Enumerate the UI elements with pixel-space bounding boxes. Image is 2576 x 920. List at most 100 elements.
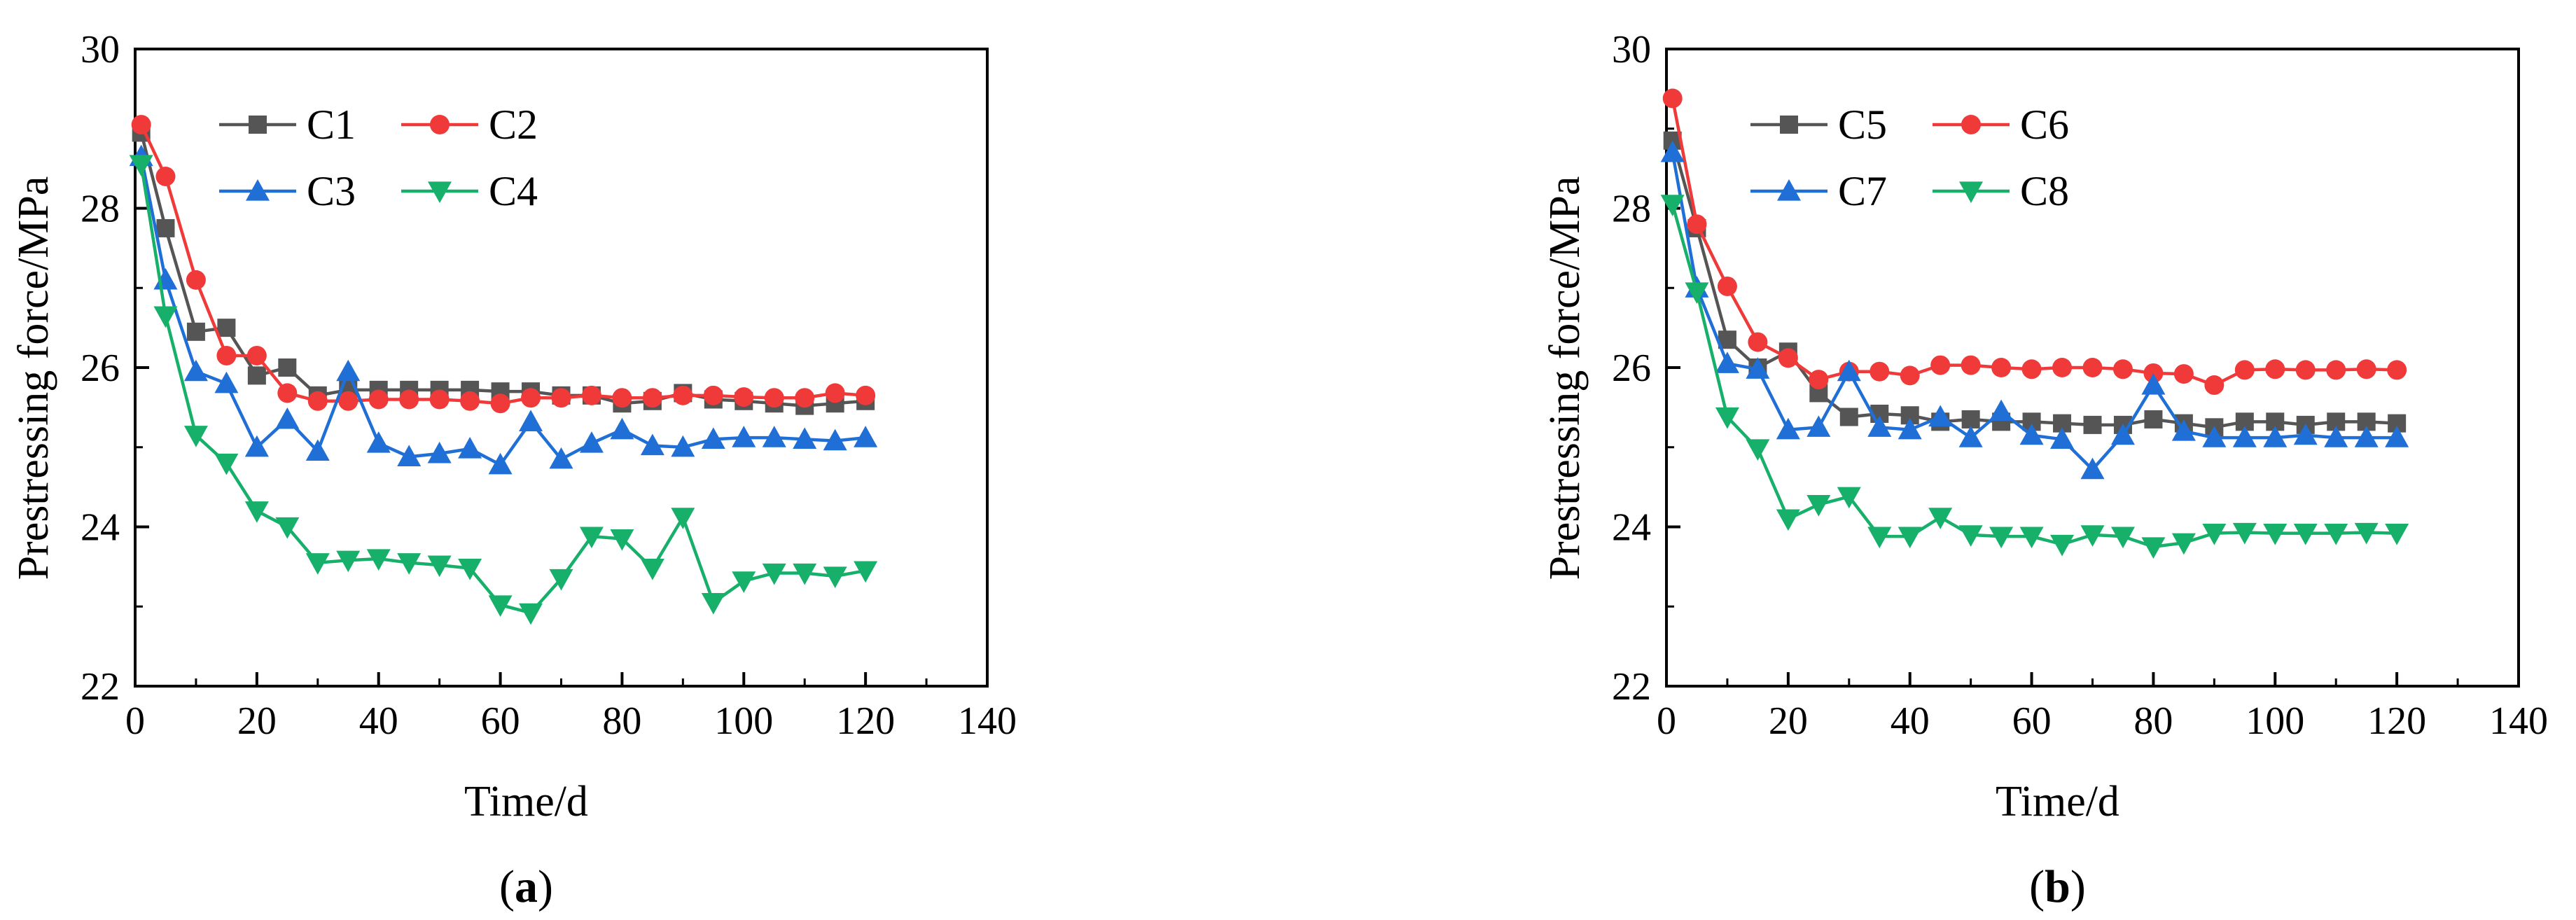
data-point-C7 (2232, 426, 2257, 447)
data-point-C2 (338, 391, 358, 411)
data-point-C8 (1715, 407, 1739, 429)
data-point-C3 (214, 371, 239, 393)
legend-label-C7: C7 (1838, 168, 1887, 214)
data-point-C2 (703, 385, 723, 405)
data-point-C8 (2171, 533, 2196, 555)
data-point-C4 (183, 426, 208, 447)
data-point-C3 (519, 410, 543, 431)
data-point-C3 (762, 426, 786, 447)
legend-marker-C4 (428, 181, 452, 203)
data-point-C4 (336, 550, 361, 573)
x-tick-label: 120 (836, 699, 895, 743)
data-point-C4 (762, 563, 786, 585)
data-point-C3 (732, 426, 756, 447)
data-point-C8 (2141, 537, 2166, 559)
data-point-C3 (610, 417, 634, 440)
data-point-C7 (1776, 417, 1800, 440)
data-point-C2 (186, 270, 206, 290)
data-point-C2 (307, 391, 328, 411)
data-point-C4 (579, 527, 604, 549)
data-point-C7 (2050, 427, 2075, 449)
data-point-C7 (2171, 419, 2196, 441)
legend: C1 C2 C3 C4 (219, 102, 538, 214)
data-point-C3 (793, 427, 817, 449)
data-point-C7 (2324, 426, 2348, 447)
x-tick-label: 40 (1891, 699, 1930, 743)
legend-marker-C2 (430, 115, 450, 134)
legend-label-C8: C8 (2020, 168, 2069, 214)
data-point-C2 (460, 391, 480, 411)
data-point-C2 (673, 385, 693, 405)
data-point-C6 (2204, 375, 2225, 396)
data-point-C4 (366, 549, 391, 571)
data-point-C6 (1930, 355, 1951, 375)
series-C7 (1660, 140, 2409, 480)
data-point-C6 (2143, 363, 2164, 383)
data-point-C8 (2202, 524, 2227, 545)
x-axis-label: Time/d (1996, 778, 2119, 825)
y-axis-label: Prestressing force/MPa (1541, 176, 1589, 580)
x-tick-label: 0 (125, 699, 145, 743)
legend-label-C4: C4 (489, 168, 538, 214)
x-tick-label: 0 (1657, 699, 1676, 743)
data-point-C7 (2354, 426, 2379, 447)
data-point-C7 (2263, 426, 2288, 447)
y-tick-label: 22 (1612, 665, 1651, 709)
data-point-C2 (399, 389, 419, 410)
data-point-C3 (366, 431, 391, 453)
data-point-C4 (671, 508, 695, 529)
data-point-C1 (247, 366, 266, 385)
y-tick-label: 30 (1612, 28, 1651, 71)
panel-label: (b) (2029, 861, 2086, 912)
data-point-C2 (734, 387, 754, 407)
data-point-C3 (579, 431, 604, 453)
data-point-C6 (1687, 214, 1707, 235)
data-point-C6 (2356, 359, 2376, 379)
legend-marker-C8 (1959, 181, 1983, 203)
data-point-C4 (519, 603, 543, 625)
data-point-C6 (1662, 88, 1683, 109)
data-point-C7 (1989, 399, 2014, 421)
x-axis-ticks: 0 20 40 60 80 100 120 140 (1657, 672, 2548, 743)
data-point-C8 (1958, 525, 1983, 547)
data-point-C6 (2112, 359, 2133, 379)
chart-panel-a: 0 20 40 60 80 100 120 140 22 24 26 28 30 Time/d Prestr… (10, 28, 1017, 912)
legend-marker-C7 (1777, 179, 1801, 201)
legend-marker-C5 (1780, 116, 1798, 134)
data-point-C7 (2110, 423, 2135, 445)
data-point-C7 (2202, 426, 2227, 447)
data-point-C2 (490, 393, 510, 414)
data-point-C8 (1746, 439, 1770, 461)
y-tick-label: 30 (81, 28, 120, 71)
data-point-C5 (1839, 407, 1858, 426)
data-point-C3 (640, 433, 664, 456)
data-point-C4 (305, 553, 330, 575)
y-tick-label: 24 (81, 506, 120, 550)
data-point-C2 (521, 388, 541, 408)
data-point-C2 (429, 389, 450, 410)
y-tick-label: 22 (81, 665, 120, 709)
data-point-C7 (2080, 457, 2105, 480)
data-point-C6 (2265, 359, 2285, 379)
series-C1 (132, 123, 875, 415)
data-point-C6 (1961, 355, 1981, 375)
data-point-C3 (823, 428, 847, 451)
legend: C5 C6 C7 C8 (1750, 102, 2069, 214)
legend-label-C1: C1 (307, 102, 356, 148)
data-point-C8 (2293, 524, 2318, 545)
data-point-C8 (1776, 509, 1800, 531)
data-point-C2 (856, 385, 876, 405)
data-point-C7 (2141, 373, 2166, 395)
data-point-C2 (216, 345, 237, 365)
chart-panel-b: 0 20 40 60 80 100 120 140 22 24 26 28 30 Time/d Prestr… (1541, 28, 2548, 912)
data-point-C3 (427, 441, 452, 464)
legend-label-C2: C2 (489, 102, 538, 148)
data-point-C2 (764, 388, 784, 408)
data-point-C7 (1746, 357, 1770, 379)
data-point-C2 (795, 388, 815, 408)
legend-marker-C6 (1961, 115, 1981, 134)
data-point-C4 (214, 453, 239, 475)
data-point-C6 (2173, 364, 2194, 384)
data-point-C4 (458, 559, 482, 580)
x-axis-label: Time/d (464, 778, 588, 825)
